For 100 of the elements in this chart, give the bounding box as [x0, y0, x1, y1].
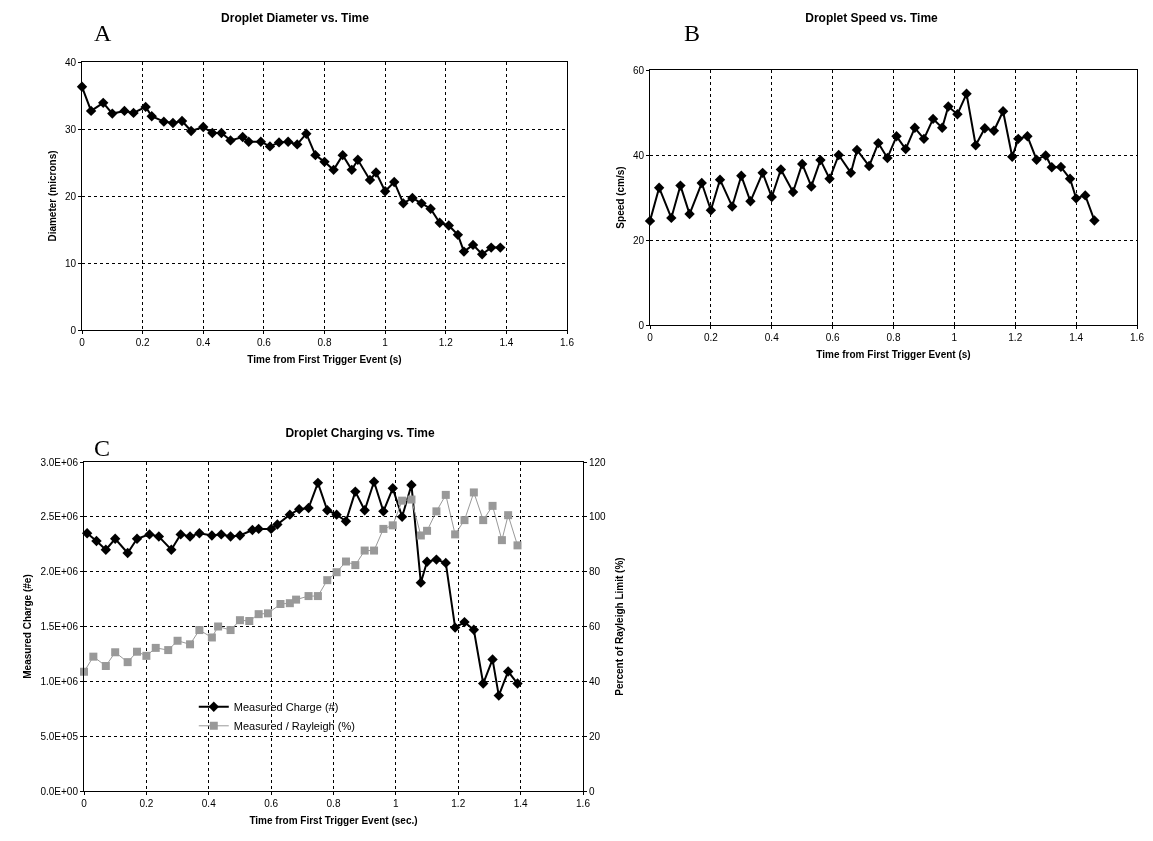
point [273, 137, 285, 148]
y2-axis-title: Percent of Rayleigh Limit (%) [613, 557, 625, 696]
point [824, 173, 835, 184]
x-tick-label: 1.6 [576, 798, 591, 809]
x-tick-label: 1.2 [451, 798, 466, 809]
x-tick-label: 0 [81, 798, 88, 809]
point [1089, 215, 1100, 226]
y-tick-label: 1.5E+06 [40, 621, 79, 632]
point [323, 576, 332, 585]
x-tick-label: 0.4 [764, 332, 780, 343]
point [319, 156, 330, 168]
point [100, 544, 112, 555]
point [292, 139, 303, 150]
y-tick-label: 10 [64, 257, 77, 269]
y-tick-label: 40 [64, 56, 77, 68]
text: C [94, 435, 111, 461]
point [186, 640, 195, 649]
point [440, 557, 451, 569]
point [468, 624, 480, 635]
point [341, 557, 350, 566]
x-tick-label: 1.2 [1008, 332, 1023, 343]
text: A [94, 20, 112, 46]
point [961, 88, 972, 99]
x-tick-label: 0.4 [196, 337, 211, 348]
point [434, 217, 445, 228]
y-axis-title: Measured Charge (#e) [22, 574, 34, 679]
point [406, 479, 417, 491]
y2-tick-label: 60 [589, 621, 601, 632]
point [486, 242, 497, 253]
point [502, 666, 514, 677]
x-tick-label: 0 [79, 337, 86, 348]
point [460, 516, 469, 525]
point [1055, 161, 1067, 173]
point [175, 529, 186, 540]
y-tick-label: 40 [632, 149, 645, 161]
point [185, 125, 197, 137]
point [214, 622, 223, 631]
point [497, 536, 506, 545]
point [119, 105, 130, 117]
y-tick-label: 2.0E+06 [40, 566, 79, 578]
point [745, 196, 756, 207]
point [927, 113, 939, 125]
point [370, 167, 382, 178]
point [726, 201, 738, 212]
x-tick-label: 1.4 [1069, 332, 1084, 343]
x-tick-label: 0.2 [139, 798, 154, 809]
point [272, 519, 283, 530]
point [81, 528, 93, 539]
y2-tick-label: 0 [589, 785, 595, 797]
x-tick-label: 1 [393, 798, 400, 809]
point [216, 529, 227, 540]
point [337, 149, 348, 161]
point [478, 678, 489, 689]
point [387, 483, 398, 494]
y-tick-label: 3.0E+06 [40, 456, 79, 468]
point [243, 136, 254, 147]
point [85, 105, 97, 117]
point [91, 535, 102, 547]
point [425, 203, 436, 214]
point [988, 125, 1000, 136]
point [873, 137, 884, 149]
point [370, 546, 379, 555]
point [504, 511, 513, 520]
y-tick-label: 20 [64, 190, 77, 202]
x-tick-label: 0.2 [703, 332, 719, 343]
y-tick-label: 5.0E+05 [40, 730, 79, 742]
text: B [684, 20, 701, 46]
point [1064, 173, 1076, 184]
point [979, 123, 991, 134]
point [1013, 133, 1024, 145]
point [225, 531, 236, 542]
point [918, 133, 930, 145]
point [653, 182, 665, 193]
point [98, 97, 109, 109]
y-tick-label: 30 [64, 123, 77, 135]
point [107, 108, 118, 119]
x-tick-label: 0 [647, 332, 654, 343]
point [479, 516, 488, 525]
y-axis-title: Speed (cm/s) [614, 166, 626, 229]
point [195, 626, 204, 635]
point [206, 530, 218, 541]
point [389, 176, 400, 188]
x-axis-title: Time from First Trigger Event (s) [816, 348, 971, 360]
point [787, 186, 799, 198]
point [360, 546, 369, 555]
point [293, 503, 305, 515]
point [331, 509, 342, 520]
point [158, 116, 170, 127]
point [675, 180, 686, 191]
point [167, 117, 179, 129]
point [766, 191, 777, 203]
point [423, 526, 432, 535]
point [151, 643, 160, 652]
point [487, 654, 498, 665]
point [301, 128, 312, 139]
point [388, 521, 397, 530]
point [714, 174, 726, 185]
point [845, 167, 857, 179]
point [123, 658, 132, 667]
point [255, 136, 267, 147]
